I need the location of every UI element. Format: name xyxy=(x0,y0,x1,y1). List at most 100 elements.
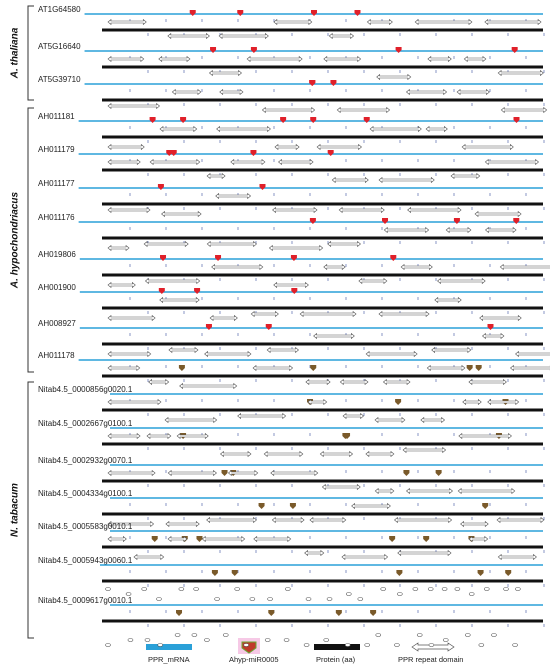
mirna-site xyxy=(487,324,494,330)
ppr-domain xyxy=(214,597,220,601)
mirna-site xyxy=(482,503,489,509)
mirna-site xyxy=(354,10,361,16)
ppr-domain xyxy=(143,240,189,248)
ppr-domain xyxy=(222,633,229,637)
ppr-domain xyxy=(376,73,412,81)
gene-label: AT5G16640 xyxy=(38,42,81,51)
ppr-domain xyxy=(336,106,391,114)
ppr-domain xyxy=(468,535,489,543)
ppr-domain xyxy=(283,638,290,642)
ppr-domain xyxy=(176,432,209,440)
ppr-domain xyxy=(515,587,521,591)
ppr-domain xyxy=(426,364,466,372)
mirna-site xyxy=(396,570,403,576)
mirna-site xyxy=(265,324,272,330)
ppr-domain xyxy=(237,412,287,420)
ppr-domain xyxy=(484,158,540,166)
ppr-domain xyxy=(497,553,537,561)
ppr-domain xyxy=(178,587,185,591)
ppr-domain xyxy=(394,516,453,524)
ppr-domain xyxy=(327,240,361,248)
ppr-domain xyxy=(406,487,453,495)
ppr-domain xyxy=(278,158,314,166)
mirna-site xyxy=(330,80,337,86)
ppr-domain xyxy=(167,32,210,40)
ppr-domain xyxy=(227,469,259,477)
ppr-domain xyxy=(133,553,165,561)
group-label: A. hypochondriacus xyxy=(10,192,21,290)
ppr-domain xyxy=(107,206,151,214)
mirna-site xyxy=(310,117,317,123)
ppr-domain xyxy=(457,487,516,495)
ppr-domain xyxy=(331,176,369,184)
ppr-domain xyxy=(344,643,351,647)
ppr-domain xyxy=(428,643,435,647)
ppr-domain xyxy=(107,432,141,440)
mirna-site xyxy=(363,117,370,123)
mirna-site xyxy=(194,288,201,294)
mirna-site xyxy=(151,536,158,542)
mirna-site xyxy=(475,365,482,371)
ppr-domain xyxy=(204,350,252,358)
mirna-site xyxy=(291,288,298,294)
ppr-domain xyxy=(478,643,485,647)
mirna-site xyxy=(250,150,257,156)
ppr-domain xyxy=(434,296,462,304)
ppr-domain xyxy=(456,88,490,96)
mirna-site xyxy=(309,218,316,224)
gene-label: Nitab4.5_0009617g0010.1 xyxy=(38,596,133,605)
mirna-site xyxy=(215,255,222,261)
ppr-domain xyxy=(165,520,200,528)
legend-label: Protein (aa) xyxy=(316,655,356,664)
ppr-domain xyxy=(158,55,191,63)
gene-label: AH001900 xyxy=(38,283,76,292)
ppr-domain xyxy=(305,597,312,601)
legend-swatch xyxy=(411,642,455,652)
ppr-domain xyxy=(313,332,355,340)
ppr-domain xyxy=(341,553,389,561)
ppr-domain xyxy=(193,587,199,591)
legend-label: PPR_mRNA xyxy=(148,655,190,664)
mirna-site xyxy=(382,218,389,224)
ppr-domain xyxy=(273,18,313,26)
ppr-domain xyxy=(445,226,472,234)
mirna-site xyxy=(395,47,402,53)
ppr-domain xyxy=(412,587,419,591)
ppr-domain xyxy=(414,18,473,26)
ppr-domain xyxy=(323,638,330,642)
gene-label: Nitab4.5_0005583g0010.1 xyxy=(38,522,133,531)
mirna-site xyxy=(178,365,185,371)
ppr-domain xyxy=(107,102,161,110)
ppr-domain xyxy=(146,432,172,440)
legend: PPR_mRNA Ahyp-miR0005 Protein (aa) PPR r… xyxy=(146,638,463,664)
ppr-domain xyxy=(285,587,291,591)
ppr-domain xyxy=(249,597,256,601)
ppr-domain xyxy=(496,516,545,524)
mirna-site xyxy=(259,184,266,190)
mirna-site xyxy=(237,10,244,16)
ppr-domain xyxy=(261,106,316,114)
ppr-domain xyxy=(482,332,505,340)
ppr-domain xyxy=(351,502,391,510)
gene-label: AT5G39710 xyxy=(38,75,81,84)
mirna-site xyxy=(513,218,520,224)
ppr-domain xyxy=(307,398,328,406)
ppr-domain xyxy=(253,535,292,543)
ppr-domain xyxy=(201,535,246,543)
mirna-site xyxy=(290,255,297,261)
ppr-domain xyxy=(458,432,512,440)
ppr-domain xyxy=(149,158,201,166)
ppr-domain xyxy=(460,520,489,528)
ppr-domain xyxy=(323,263,346,271)
mirna-site xyxy=(157,184,164,190)
ppr-domain xyxy=(402,446,447,454)
ppr-domain xyxy=(378,310,430,318)
ppr-domain xyxy=(405,88,448,96)
ppr-domain xyxy=(107,535,127,543)
ppr-domain xyxy=(485,226,517,234)
ppr-domain xyxy=(179,382,238,390)
ppr-domain xyxy=(366,18,393,26)
ppr-domain xyxy=(250,310,279,318)
ppr-domain xyxy=(365,350,418,358)
